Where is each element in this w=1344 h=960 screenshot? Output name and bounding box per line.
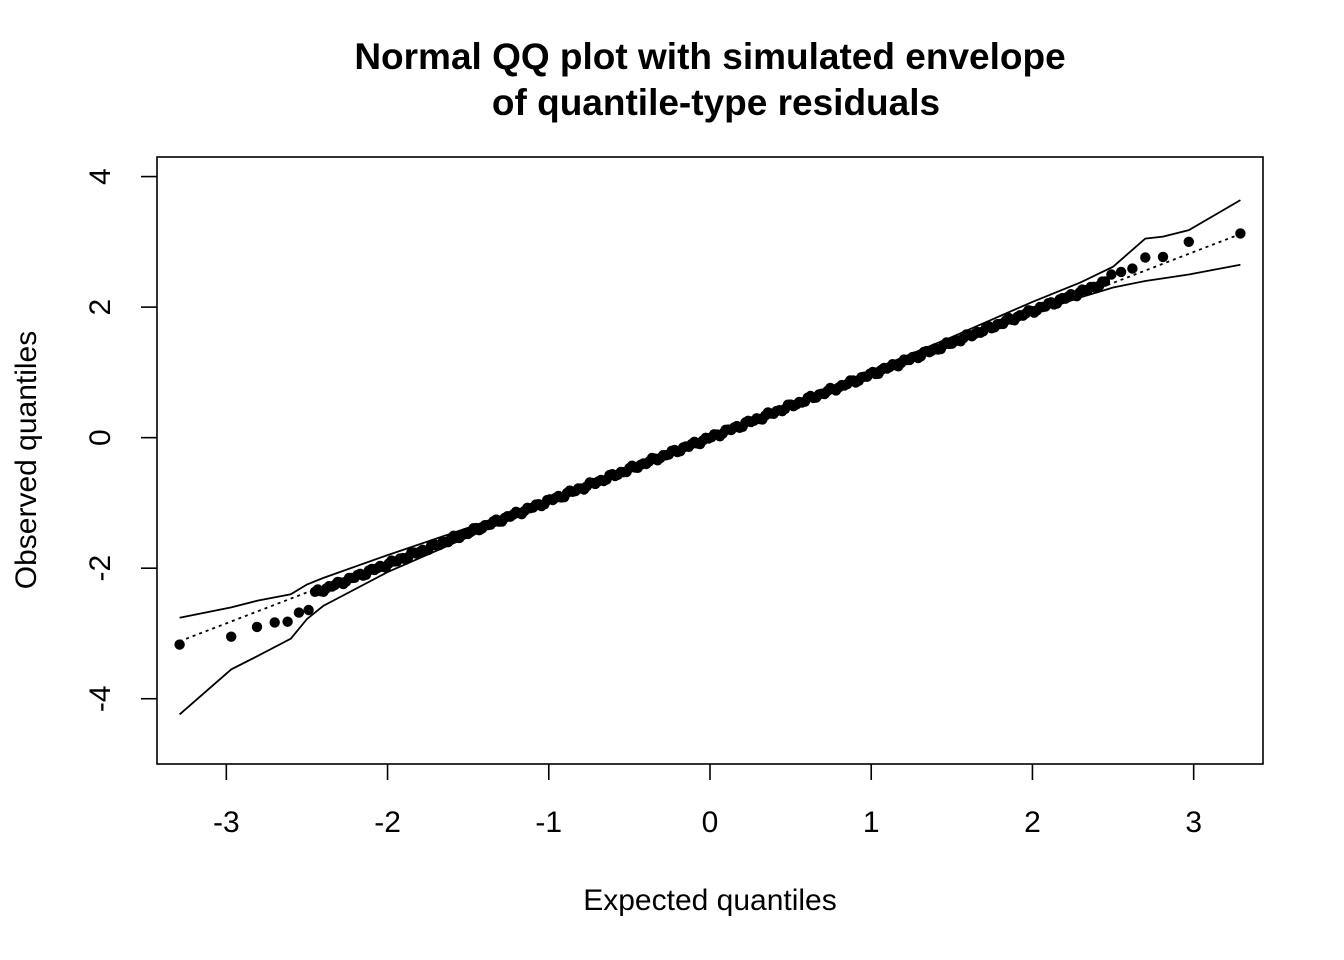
y-tick-label: -4 (84, 685, 117, 712)
residual-point (226, 631, 237, 642)
residual-point (1127, 263, 1138, 274)
residual-point (1157, 251, 1169, 263)
x-tick-label: 0 (702, 806, 719, 839)
x-tick-label: 3 (1185, 806, 1202, 839)
y-tick-label: 4 (84, 168, 117, 185)
y-axis-label: Observed quantiles (10, 331, 43, 590)
y-tick-label: 2 (84, 299, 117, 316)
residual-point (1183, 236, 1195, 247)
envelope-upper-line (179, 199, 1241, 619)
x-tick-label: -3 (213, 806, 240, 839)
x-tick-label: 2 (1024, 806, 1041, 839)
y-tick-label: -2 (84, 555, 117, 582)
x-axis-label: Expected quantiles (583, 884, 837, 917)
x-tick-label: -2 (374, 806, 401, 839)
chart-title-line-2: of quantile-type residuals (492, 82, 940, 123)
residual-point (251, 621, 263, 633)
residual-point (174, 639, 185, 650)
x-axis: -3 -2 -1 0 1 2 3 (213, 764, 1202, 839)
y-tick-label: 0 (84, 429, 117, 446)
simulated-envelope (179, 199, 1241, 716)
residual-point (1106, 269, 1117, 280)
x-tick-label: -1 (535, 806, 562, 839)
residual-point (282, 616, 293, 627)
residual-point (293, 607, 305, 618)
residual-point (1115, 266, 1127, 278)
residual-point (1099, 276, 1111, 287)
x-tick-label: 1 (863, 806, 880, 839)
residual-point (1140, 252, 1151, 263)
plot-frame (156, 156, 1264, 765)
residual-points (174, 228, 1246, 650)
y-axis: -4 -2 0 2 4 (84, 168, 157, 712)
residual-point (269, 617, 280, 628)
chart-title-line-1: Normal QQ plot with simulated envelope (354, 36, 1065, 77)
residual-point (303, 604, 314, 616)
envelope-lower-line (179, 263, 1241, 716)
residual-point (1235, 228, 1246, 239)
